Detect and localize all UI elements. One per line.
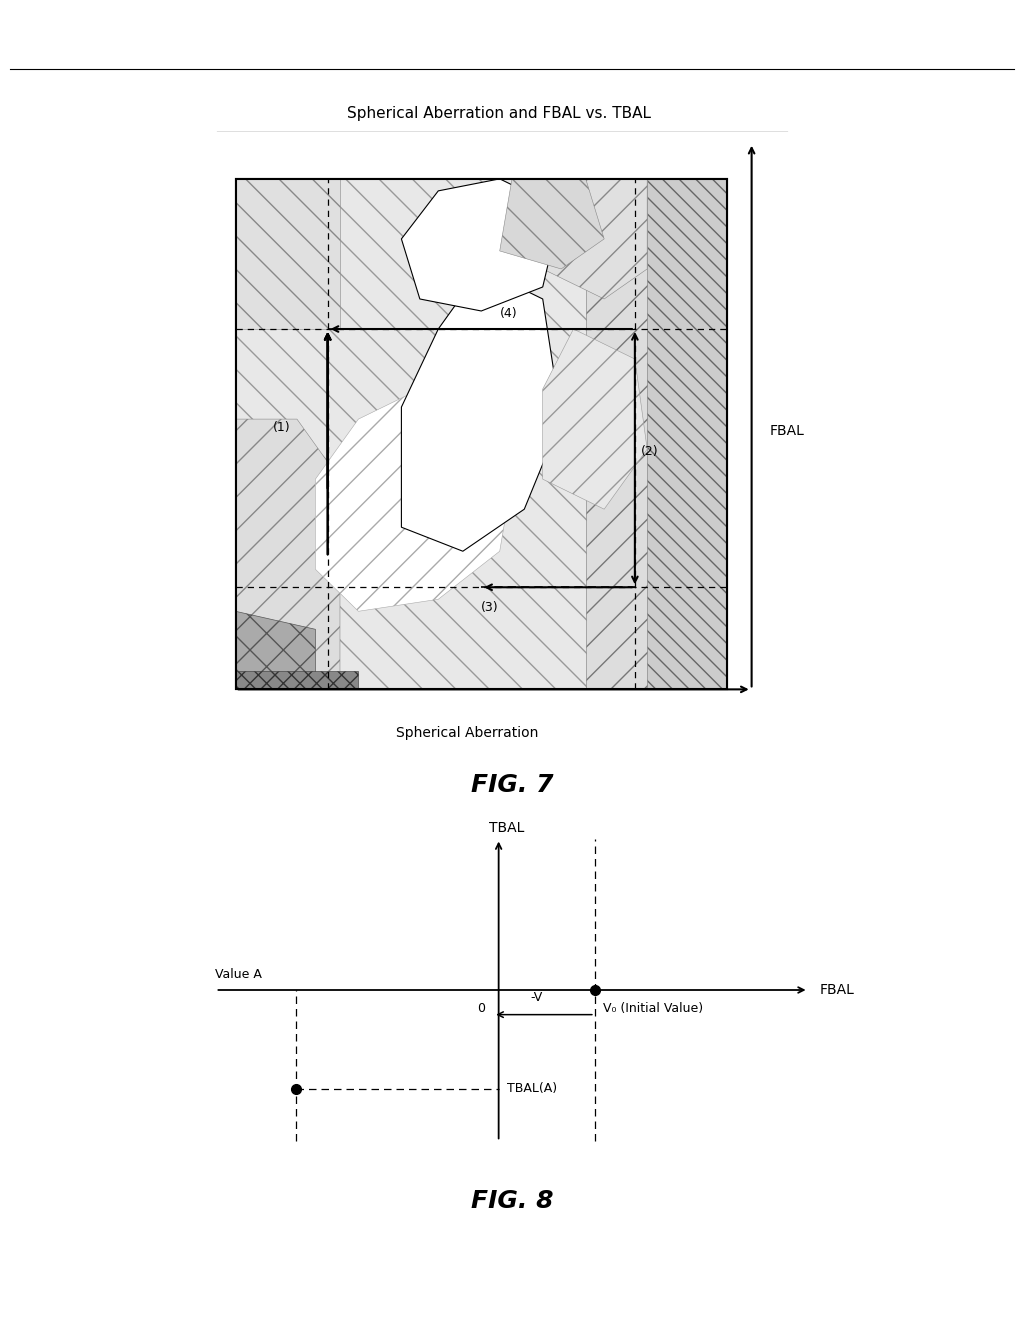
Text: (3): (3) [481, 602, 499, 614]
Text: TBAL(A): TBAL(A) [507, 1082, 557, 1096]
Text: FBAL: FBAL [770, 424, 805, 438]
Polygon shape [543, 180, 647, 300]
Polygon shape [586, 180, 647, 689]
Polygon shape [315, 389, 512, 611]
Polygon shape [236, 180, 727, 689]
Text: TBAL: TBAL [489, 821, 524, 836]
Bar [236, 180, 727, 689]
Polygon shape [236, 418, 340, 689]
Text: FIG. 8: FIG. 8 [471, 1189, 553, 1213]
Text: V₀ (Initial Value): V₀ (Initial Value) [603, 1002, 702, 1015]
Polygon shape [401, 180, 561, 312]
Text: -V: -V [529, 991, 542, 1005]
Text: (1): (1) [272, 421, 290, 434]
Text: 0: 0 [477, 1002, 485, 1015]
Text: FIG. 7: FIG. 7 [471, 774, 553, 797]
Text: (2): (2) [641, 445, 658, 458]
Polygon shape [236, 180, 340, 329]
Polygon shape [401, 269, 561, 552]
Bar [236, 180, 727, 689]
Text: Value A: Value A [215, 968, 262, 981]
Polygon shape [635, 180, 727, 689]
Text: FBAL: FBAL [819, 983, 854, 997]
Polygon shape [543, 329, 647, 510]
Polygon shape [236, 611, 315, 689]
Polygon shape [500, 180, 604, 269]
Polygon shape [236, 672, 358, 689]
Text: Spherical Aberration and FBAL vs. TBAL: Spherical Aberration and FBAL vs. TBAL [347, 106, 651, 121]
Text: Spherical Aberration: Spherical Aberration [395, 726, 539, 739]
Text: (4): (4) [500, 308, 517, 319]
